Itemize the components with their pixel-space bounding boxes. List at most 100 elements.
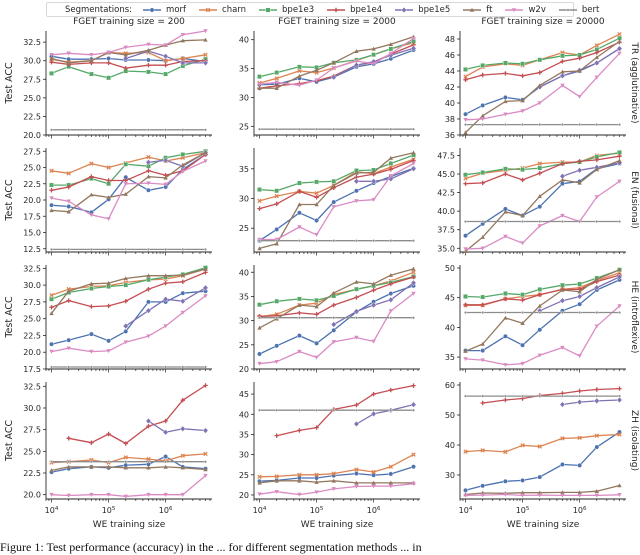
data-point-bpe1e4: [560, 59, 565, 64]
data-point-w2v: [388, 309, 393, 314]
data-point-bpe1e5: [576, 167, 583, 174]
y-tick-label: 30: [239, 93, 249, 102]
data-point-w2v: [203, 473, 208, 478]
data-point-ft: [594, 167, 599, 172]
data-point-ft: [257, 86, 262, 90]
data-point-bpe1e4: [480, 400, 485, 406]
data-point-bpe1e4: [146, 168, 151, 173]
data-point-bert: [146, 128, 150, 132]
data-point-bpe1e4: [297, 189, 302, 194]
y-tick-label: 30.0: [23, 281, 41, 290]
data-point-w2v: [577, 493, 582, 498]
y-tick-label: 36: [445, 131, 455, 140]
data-point-bpe1e3: [314, 297, 319, 303]
data-point-w2v: [520, 493, 525, 498]
data-point-ft: [594, 489, 599, 493]
data-point-bpe1e4: [106, 431, 111, 437]
data-point-w2v: [388, 484, 393, 489]
data-point-bpe1e3: [520, 61, 525, 67]
data-point-charn: [617, 31, 622, 37]
data-point-ft: [180, 272, 185, 277]
y-tick-label: 22.5: [23, 180, 41, 189]
data-point-morf: [371, 472, 377, 478]
y-tick-label: 35: [445, 353, 455, 362]
legend-label: bpe1e3: [282, 4, 315, 15]
series-bpe1e3: [49, 265, 208, 302]
data-point-w2v: [66, 51, 71, 56]
series-w2v: [49, 159, 208, 222]
data-point-w2v: [123, 181, 128, 186]
data-point-charn: [463, 74, 468, 79]
data-point-ft: [503, 315, 508, 320]
data-point-bpe1e4: [89, 174, 94, 179]
data-point-bert: [258, 316, 262, 320]
panel-2-2: 35 40 45 50: [445, 264, 626, 373]
data-point-morf: [463, 111, 468, 117]
legend-label: bpe1e4: [350, 4, 383, 15]
series-line-bpe1e5: [562, 399, 620, 406]
data-point-bert: [578, 123, 582, 127]
data-point-morf: [314, 218, 319, 223]
series-bert: [258, 127, 415, 131]
data-point-bert: [538, 220, 542, 224]
data-point-morf: [480, 103, 486, 108]
data-point-bpe1e5: [330, 321, 337, 328]
data-point-bert: [315, 127, 319, 131]
data-point-morf: [537, 327, 543, 333]
row-label: TR (agglutinative): [629, 42, 639, 124]
series-w2v: [463, 51, 622, 122]
data-point-bpe1e5: [353, 178, 360, 185]
data-point-ft: [480, 113, 485, 118]
series-bert: [258, 408, 415, 412]
data-point-w2v: [49, 196, 54, 201]
data-point-ft: [123, 191, 128, 196]
data-point-bpe1e3: [463, 66, 468, 72]
data-point-w2v: [89, 349, 94, 354]
y-tick-label: 30.0: [23, 57, 41, 66]
data-point-bpe1e3: [388, 46, 394, 52]
data-point-w2v: [560, 493, 565, 498]
data-point-bpe1e4: [463, 302, 468, 308]
data-point-bpe1e4: [463, 77, 468, 82]
data-point-charn: [66, 171, 71, 176]
series-bert: [258, 316, 415, 320]
y-tick-label: 40: [239, 36, 249, 45]
data-point-morf: [314, 340, 319, 346]
data-point-w2v: [49, 349, 54, 354]
series-ft: [463, 158, 622, 254]
data-point-bpe1e4: [537, 292, 542, 297]
legend-title: Segmentations:: [65, 4, 133, 15]
data-point-bpe1e4: [123, 65, 128, 71]
data-point-w2v: [106, 349, 111, 354]
series-bert: [464, 311, 621, 315]
x-tick-label: 106: [159, 506, 173, 515]
data-point-w2v: [257, 82, 262, 87]
data-point-bert: [315, 408, 319, 412]
x-tick-label: 106: [573, 506, 587, 515]
data-point-ft: [520, 98, 525, 103]
data-point-w2v: [503, 363, 508, 368]
data-point-bpe1e4: [411, 383, 416, 388]
data-point-bert: [315, 239, 319, 243]
series-w2v: [257, 161, 416, 242]
data-point-bpe1e3: [480, 170, 486, 175]
data-point-ft: [617, 39, 622, 44]
data-point-bert: [275, 408, 279, 412]
series-ft: [257, 478, 416, 485]
data-point-ft: [66, 209, 71, 214]
data-point-bpe1e5: [559, 72, 566, 79]
data-point-bert: [89, 460, 93, 464]
data-point-bpe1e4: [354, 295, 359, 300]
data-point-morf: [537, 204, 543, 210]
y-tick-label: 22.5: [23, 469, 41, 478]
data-point-w2v: [297, 492, 302, 497]
series-ft: [49, 37, 208, 65]
data-point-ft: [123, 52, 128, 57]
series-bpe1e3: [257, 152, 416, 194]
data-point-bpe1e5: [370, 410, 377, 417]
y-tick-label: 25.0: [23, 447, 41, 456]
data-point-ft: [577, 68, 582, 73]
data-point-bert: [107, 460, 111, 464]
data-point-w2v: [257, 492, 262, 497]
data-point-bpe1e5: [353, 61, 360, 69]
